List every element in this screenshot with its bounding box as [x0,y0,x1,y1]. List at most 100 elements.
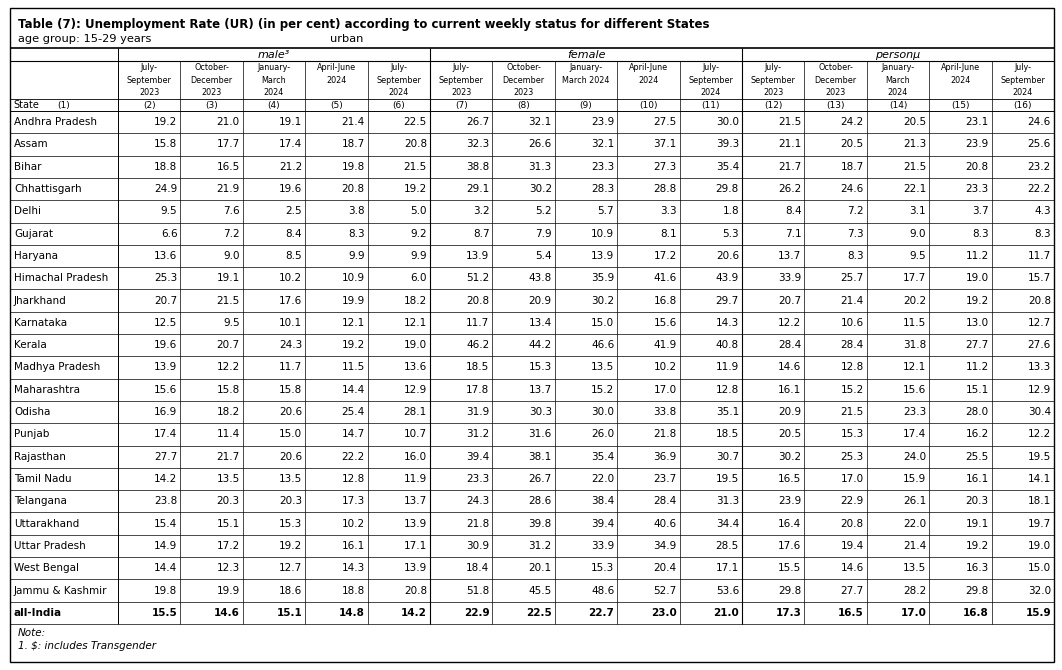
Text: 17.2: 17.2 [653,251,676,261]
Text: 3.3: 3.3 [660,206,676,216]
Text: 15.3: 15.3 [590,563,614,574]
Text: 30.7: 30.7 [716,452,739,462]
Text: 22.7: 22.7 [588,608,614,618]
Text: 28.4: 28.4 [778,340,802,350]
Text: 30.2: 30.2 [592,295,614,306]
Text: 20.8: 20.8 [404,586,427,596]
Text: 11.4: 11.4 [217,429,240,440]
Text: 13.5: 13.5 [590,362,614,373]
Text: 28.4: 28.4 [653,496,676,507]
Text: 2024: 2024 [389,88,409,97]
Text: 35.4: 35.4 [716,161,739,172]
Text: 8.3: 8.3 [348,228,364,239]
Text: April-June: April-June [941,63,980,72]
Text: 8.7: 8.7 [473,228,490,239]
Text: 21.1: 21.1 [778,139,802,149]
Text: 19.2: 19.2 [341,340,364,350]
Text: 28.3: 28.3 [590,184,614,194]
Text: 20.8: 20.8 [965,161,989,172]
Text: 10.1: 10.1 [279,318,303,328]
Text: 31.3: 31.3 [529,161,552,172]
Text: 17.1: 17.1 [404,541,427,551]
Text: 30.2: 30.2 [529,184,552,194]
Text: 38.8: 38.8 [466,161,490,172]
Text: 14.3: 14.3 [716,318,739,328]
Text: 18.1: 18.1 [1028,496,1051,507]
Text: Karnataka: Karnataka [14,318,67,328]
Text: 20.7: 20.7 [778,295,802,306]
Text: Delhi: Delhi [14,206,41,216]
Text: 14.2: 14.2 [154,474,177,484]
Text: 21.8: 21.8 [653,429,676,440]
Text: Haryana: Haryana [14,251,58,261]
Text: 23.3: 23.3 [466,474,490,484]
Text: 15.0: 15.0 [279,429,303,440]
Text: 9.0: 9.0 [910,228,926,239]
Text: 18.8: 18.8 [154,161,177,172]
Text: 18.7: 18.7 [840,161,863,172]
Text: 19.4: 19.4 [840,541,863,551]
Text: 1.8: 1.8 [722,206,739,216]
Text: July-: July- [452,63,469,72]
Text: 15.3: 15.3 [279,519,303,529]
Text: 27.5: 27.5 [653,117,676,127]
Text: Assam: Assam [14,139,49,149]
Text: (3): (3) [205,101,218,110]
Text: 17.4: 17.4 [903,429,926,440]
Text: 27.7: 27.7 [154,452,177,462]
Text: March: March [261,76,287,84]
Text: (11): (11) [702,101,720,110]
Text: 20.7: 20.7 [217,340,240,350]
Text: 9.5: 9.5 [160,206,177,216]
Text: 20.8: 20.8 [466,295,490,306]
Text: 48.6: 48.6 [590,586,614,596]
Text: 18.4: 18.4 [466,563,490,574]
Text: 16.9: 16.9 [154,407,177,417]
Text: 26.1: 26.1 [903,496,926,507]
Text: 13.0: 13.0 [965,318,989,328]
Text: (14): (14) [889,101,907,110]
Text: 31.3: 31.3 [716,496,739,507]
Text: 15.1: 15.1 [217,519,240,529]
Text: 46.6: 46.6 [590,340,614,350]
Text: 27.6: 27.6 [1028,340,1051,350]
Text: 11.5: 11.5 [341,362,364,373]
Text: 53.6: 53.6 [716,586,739,596]
Text: 13.6: 13.6 [154,251,177,261]
Text: December: December [815,76,857,84]
Text: 9.9: 9.9 [410,251,427,261]
Text: 8.3: 8.3 [847,251,863,261]
Text: (6): (6) [393,101,406,110]
Text: 27.7: 27.7 [965,340,989,350]
Text: 25.7: 25.7 [840,273,863,283]
Text: 27.3: 27.3 [653,161,676,172]
Text: 2024: 2024 [1013,88,1033,97]
Text: 29.8: 29.8 [778,586,802,596]
Text: 29.1: 29.1 [466,184,490,194]
Text: (13): (13) [826,101,845,110]
Text: 15.5: 15.5 [152,608,177,618]
Text: (8): (8) [517,101,530,110]
Text: 26.7: 26.7 [529,474,552,484]
Text: 18.5: 18.5 [716,429,739,440]
Text: January-: January- [257,63,291,72]
Text: September: September [126,76,172,84]
Text: 24.6: 24.6 [1028,117,1051,127]
Text: 2024: 2024 [326,76,346,84]
Text: 5.0: 5.0 [411,206,427,216]
Text: 19.2: 19.2 [404,184,427,194]
Text: 14.7: 14.7 [341,429,364,440]
Text: 12.3: 12.3 [217,563,240,574]
Text: 3.1: 3.1 [909,206,926,216]
Text: 30.0: 30.0 [716,117,739,127]
Text: 2023: 2023 [139,88,159,97]
Text: 17.8: 17.8 [466,385,490,395]
Text: Rajasthan: Rajasthan [14,452,66,462]
Text: 19.9: 19.9 [341,295,364,306]
Text: (7): (7) [455,101,467,110]
Text: (4): (4) [268,101,280,110]
Text: 20.1: 20.1 [529,563,552,574]
Text: 2023: 2023 [764,88,784,97]
Text: 16.5: 16.5 [838,608,863,618]
Text: 40.6: 40.6 [653,519,676,529]
